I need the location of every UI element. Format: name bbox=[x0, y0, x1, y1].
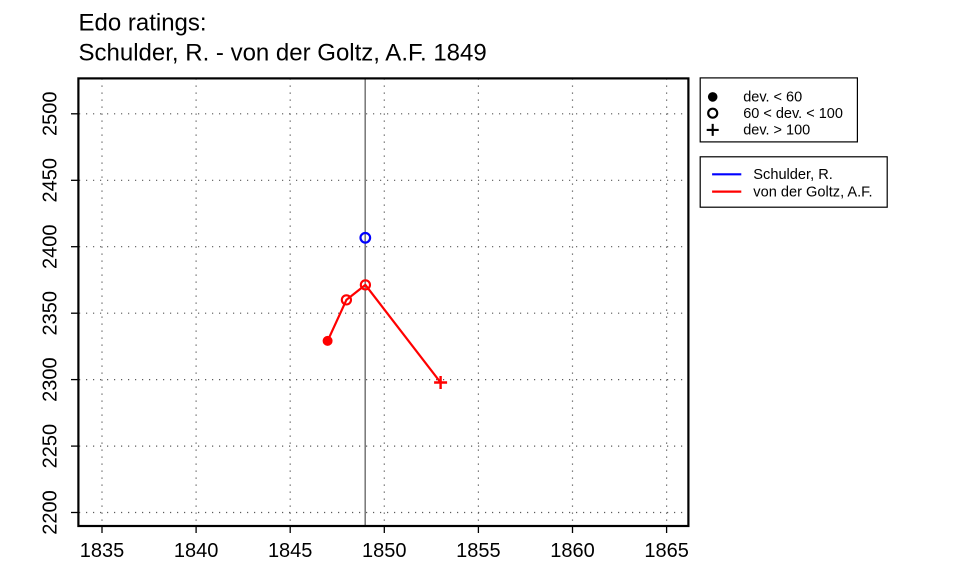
svg-text:2200: 2200 bbox=[40, 490, 62, 535]
svg-text:dev. > 100: dev. > 100 bbox=[743, 123, 810, 139]
svg-text:1860: 1860 bbox=[550, 540, 595, 562]
svg-text:1840: 1840 bbox=[174, 540, 219, 562]
svg-text:2300: 2300 bbox=[40, 357, 62, 402]
svg-text:Schulder, R. - von der Goltz,: Schulder, R. - von der Goltz, A.F. 1849 bbox=[79, 39, 487, 66]
svg-text:von der Goltz, A.F.: von der Goltz, A.F. bbox=[753, 185, 872, 201]
svg-text:2400: 2400 bbox=[40, 224, 62, 269]
svg-text:1855: 1855 bbox=[456, 540, 501, 562]
svg-text:2500: 2500 bbox=[40, 92, 62, 137]
svg-text:dev. < 60: dev. < 60 bbox=[743, 90, 802, 106]
svg-text:Schulder, R.: Schulder, R. bbox=[753, 167, 833, 183]
svg-text:2250: 2250 bbox=[40, 424, 62, 469]
svg-text:Edo ratings:: Edo ratings: bbox=[79, 10, 207, 37]
svg-text:1845: 1845 bbox=[268, 540, 313, 562]
svg-text:60 < dev. < 100: 60 < dev. < 100 bbox=[743, 106, 843, 122]
svg-text:1865: 1865 bbox=[644, 540, 689, 562]
svg-text:1835: 1835 bbox=[80, 540, 125, 562]
svg-text:1850: 1850 bbox=[362, 540, 407, 562]
svg-text:2350: 2350 bbox=[40, 291, 62, 336]
svg-text:2450: 2450 bbox=[40, 158, 62, 203]
